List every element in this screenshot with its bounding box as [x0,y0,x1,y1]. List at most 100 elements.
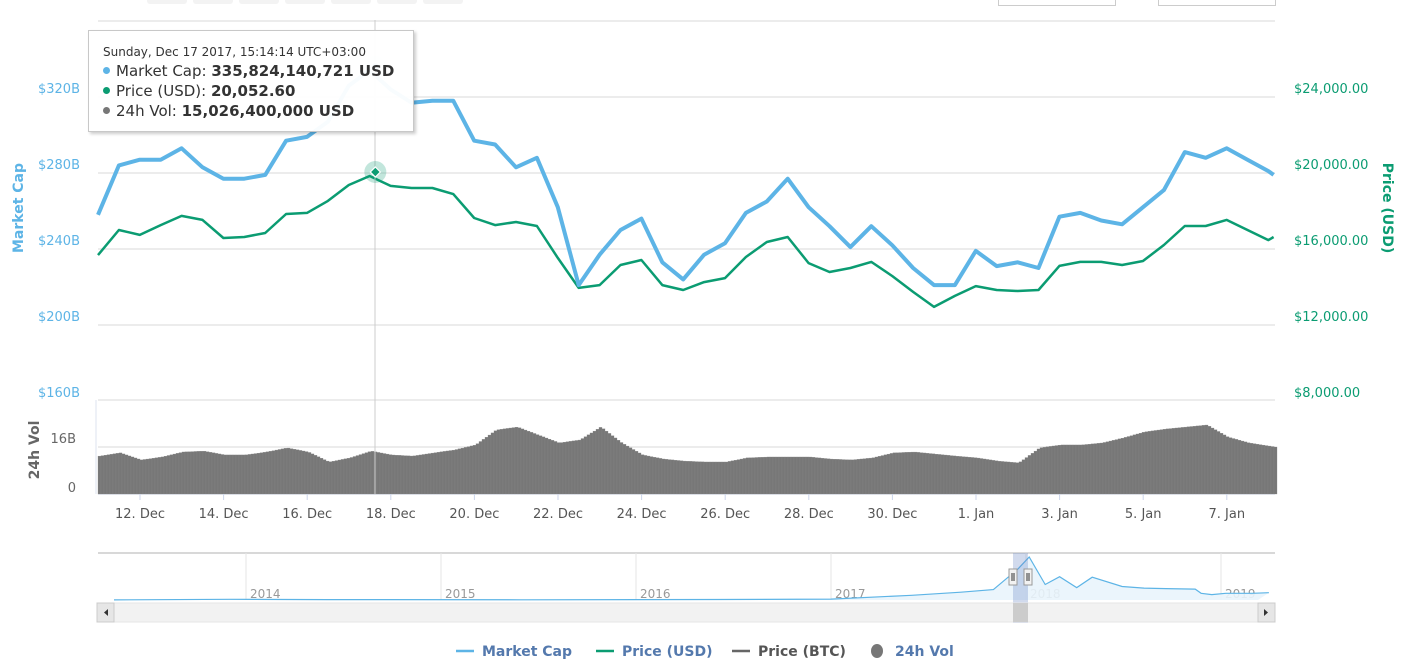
right-tick-label: $12,000.00 [1294,310,1368,325]
volume-bar [583,436,588,495]
x-tick-label: 22. Dec [533,507,583,522]
range-button[interactable] [423,0,463,4]
volume-bar [1144,431,1149,495]
navigator-tick-label: 2016 [640,587,671,601]
grip-icon [1026,573,1030,581]
volume-bar [502,428,507,495]
x-tick-label: 3. Jan [1041,507,1078,522]
x-tick-label: 14. Dec [199,507,249,522]
volume-bar [808,456,813,495]
right-axis: $8,000.00 $12,000.00 $16,000.00 $20,000.00 $… [1294,82,1368,401]
volume-bar [631,449,636,495]
volume-bar [310,453,315,495]
range-button[interactable] [193,0,233,4]
volume-bar [727,461,732,495]
range-button[interactable] [147,0,187,4]
legend-item[interactable]: Price (USD) [596,644,713,660]
volume-bar [367,451,372,495]
legend-label: 24h Vol [895,644,954,660]
volume-bar [268,451,273,495]
volume-bar [898,452,903,495]
tooltip-row-price: Price (USD): 20,052.60 [103,81,413,101]
volume-bar [577,439,582,495]
volume-bar [547,439,552,495]
volume-bar [391,454,396,495]
navigator-handle[interactable] [1008,568,1018,586]
navigator-handle[interactable] [1023,568,1033,586]
range-button[interactable] [331,0,371,4]
volume-bar [1201,425,1206,495]
range-button[interactable] [377,0,417,4]
volume-bar [550,440,555,495]
legend-item[interactable]: 24h Vol [871,644,954,660]
volume-bar [910,451,915,495]
volume-bar [949,455,954,495]
volume-bar [523,429,528,495]
x-tick-label: 28. Dec [784,507,834,522]
volume-bar [772,456,777,495]
price-marker [369,166,382,178]
volume-bar [961,456,966,495]
volume-bar [1069,444,1074,495]
volume-bar [598,427,603,495]
volume-bar [1072,444,1077,495]
volume-bar [244,454,249,495]
volume-bar [784,456,789,495]
navigator[interactable]: 201420152016201720182019 [96,552,1276,623]
volume-bar [832,459,837,495]
volume-bar [1021,459,1026,495]
volume-bar [1189,426,1194,495]
volume-bar [790,456,795,495]
volume-bar [580,438,585,495]
volume-bar [829,458,834,495]
arrow-left-icon [104,609,108,616]
volume-bar [724,461,729,495]
volume-bar [283,448,288,495]
volume-bar [811,457,816,495]
volume-bar [1168,428,1173,495]
navigator-area [114,557,1269,600]
price-dot-icon [103,87,110,94]
volume-bar [565,441,570,495]
volume-bar [364,452,369,495]
volume-bar [385,453,390,495]
from-date-input[interactable] [998,0,1116,6]
volume-bar [868,457,873,495]
to-date-input[interactable] [1158,0,1276,6]
volume-bar [655,457,660,495]
volume-bar [916,452,921,495]
volume-bar [610,435,615,495]
volume-bar [619,442,624,495]
volume-bar [904,452,909,495]
volume-bar [334,460,339,495]
volume-bar [919,452,924,495]
volume-bar [259,452,264,495]
volume-bar [1141,432,1146,495]
volume-bar [1264,445,1269,495]
legend-item[interactable]: Market Cap [456,644,572,660]
range-button[interactable] [239,0,279,4]
volume-bar [217,453,222,495]
scrollbar-track[interactable] [96,602,1276,623]
volume-bar [1249,443,1254,495]
volume-bar [562,442,567,495]
volume-bar [232,454,237,495]
volume-bar [952,455,957,495]
volume-bar [757,457,762,495]
volume-bar [355,455,360,495]
volume-bar [895,452,900,495]
volume-bar [1165,428,1170,495]
scrollbar-thumb[interactable] [1013,603,1028,622]
volume-bar [997,461,1002,495]
volume-bar [1138,432,1143,495]
volume-bar [1084,444,1089,495]
volume-bar [940,454,945,495]
volume-bar [199,451,204,495]
range-button[interactable] [285,0,325,4]
volume-bar [937,454,942,495]
volume-bar [211,452,216,495]
volume-bar [976,457,981,495]
legend-item[interactable]: Price (BTC) [732,644,846,660]
volume-bar [277,449,282,495]
volume-bar [517,427,522,495]
